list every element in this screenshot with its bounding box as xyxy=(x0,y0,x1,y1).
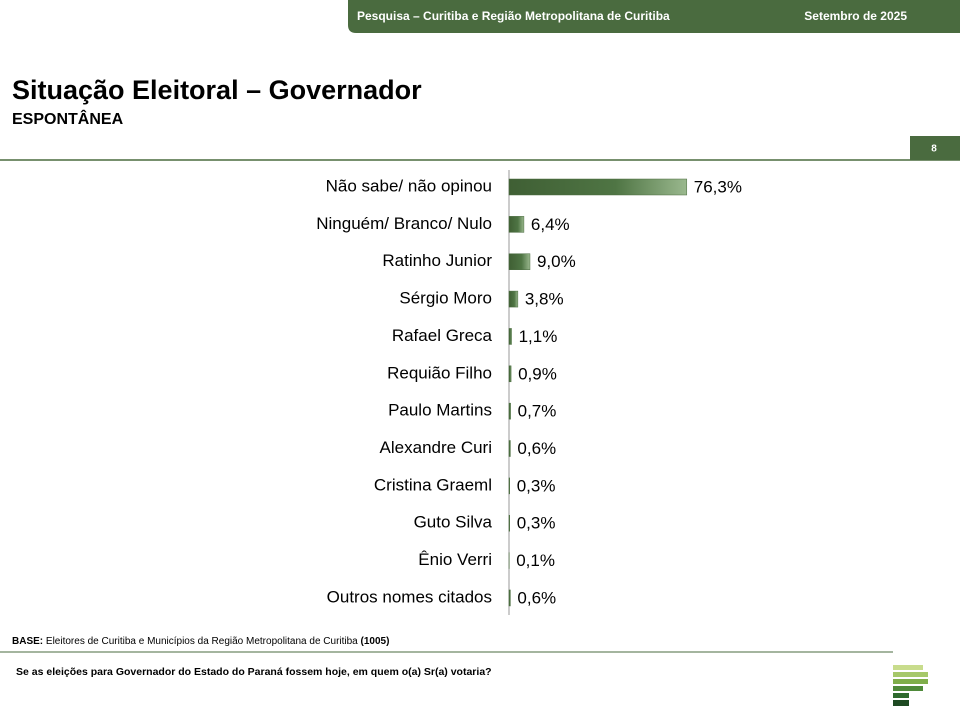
value-label: 0,6% xyxy=(517,588,556,607)
category-label: Rafael Greca xyxy=(392,326,493,345)
category-label: Sérgio Moro xyxy=(399,289,492,308)
bar xyxy=(508,178,688,196)
value-label: 0,3% xyxy=(517,476,556,495)
value-label: 9,0% xyxy=(537,252,576,271)
bar xyxy=(508,216,525,233)
bar xyxy=(508,514,510,532)
category-label: Alexandre Curi xyxy=(380,438,492,457)
bar xyxy=(508,290,519,308)
logo xyxy=(893,665,928,706)
category-label: Cristina Graeml xyxy=(374,475,492,494)
value-label: 1,1% xyxy=(519,327,558,346)
question: Se as eleições para Governador do Estado… xyxy=(16,666,492,678)
header-survey: Pesquisa – Curitiba e Região Metropolita… xyxy=(357,9,670,23)
base-note: BASE: Eleitores de Curitiba e Municípios… xyxy=(12,636,389,647)
category-label: Ênio Verri xyxy=(418,550,492,569)
bar xyxy=(508,589,511,607)
value-label: 0,6% xyxy=(517,439,556,458)
base-text: Eleitores de Curitiba e Municípios da Re… xyxy=(46,636,358,647)
header-bar xyxy=(348,0,960,33)
value-label: 3,8% xyxy=(525,290,564,309)
page-number-box xyxy=(910,136,960,160)
bar xyxy=(508,253,531,270)
value-label: 0,9% xyxy=(518,364,557,383)
chart-subtitle: ESPONTÂNEA xyxy=(12,109,124,128)
value-label: 0,1% xyxy=(516,551,555,570)
category-label: Não sabe/ não opinou xyxy=(326,176,492,195)
category-label: Outros nomes citados xyxy=(327,587,492,606)
chart-title: Situação Eleitoral – Governador xyxy=(12,75,422,105)
value-label: 6,4% xyxy=(531,215,570,234)
bars: Não sabe/ não opinou 76,3% Ninguém/ Branco… xyxy=(316,176,742,607)
value-label: 76,3% xyxy=(694,177,742,196)
value-label: 0,7% xyxy=(518,402,557,421)
bar xyxy=(508,402,511,420)
category-label: Requião Filho xyxy=(387,363,492,382)
page-number: 8 xyxy=(931,144,937,155)
header-date: Setembro de 2025 xyxy=(804,9,907,23)
bar xyxy=(508,477,510,495)
category-label: Paulo Martins xyxy=(388,401,492,420)
base-n: (1005) xyxy=(361,636,390,647)
base-label: BASE: xyxy=(12,636,43,647)
value-label: 0,3% xyxy=(517,514,556,533)
category-label: Ninguém/ Branco/ Nulo xyxy=(316,214,492,233)
bar xyxy=(508,328,512,345)
category-label: Guto Silva xyxy=(414,513,493,532)
bar xyxy=(508,440,511,457)
bar xyxy=(508,365,512,383)
category-label: Ratinho Junior xyxy=(382,251,492,270)
